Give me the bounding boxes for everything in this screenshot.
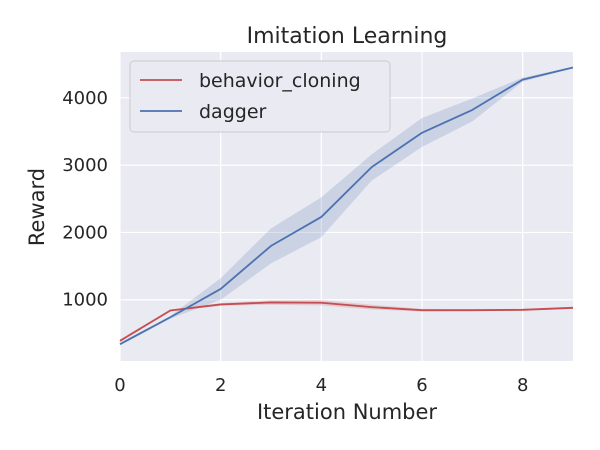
y-axis-label: Reward <box>25 168 49 246</box>
x-tick-label: 4 <box>316 375 327 396</box>
legend: behavior_cloning dagger <box>129 60 391 133</box>
y-tick-label: 4000 <box>62 88 108 109</box>
legend-label-behavior-cloning: behavior_cloning <box>199 70 361 92</box>
x-tick-labels: 0 2 4 6 8 <box>114 375 528 396</box>
y-tick-labels: 1000 2000 3000 4000 <box>62 88 108 311</box>
series-lines <box>119 66 574 345</box>
y-tick-label: 3000 <box>62 155 108 176</box>
legend-box <box>129 60 391 133</box>
chart-title: Imitation Learning <box>247 24 448 49</box>
x-tick-label: 8 <box>517 375 528 396</box>
x-axis-label: Iteration Number <box>257 400 437 424</box>
band-dagger <box>120 66 573 346</box>
watermark: 知乎 @启人zhr <box>480 417 584 435</box>
y-tick-label: 2000 <box>62 222 108 243</box>
x-tick-label: 6 <box>416 375 427 396</box>
x-tick-label: 0 <box>114 375 125 396</box>
y-tick-label: 1000 <box>62 290 108 311</box>
x-tick-label: 2 <box>215 375 226 396</box>
line-dagger <box>119 66 574 345</box>
legend-label-dagger: dagger <box>199 101 267 123</box>
line-behavior-cloning <box>119 301 574 342</box>
